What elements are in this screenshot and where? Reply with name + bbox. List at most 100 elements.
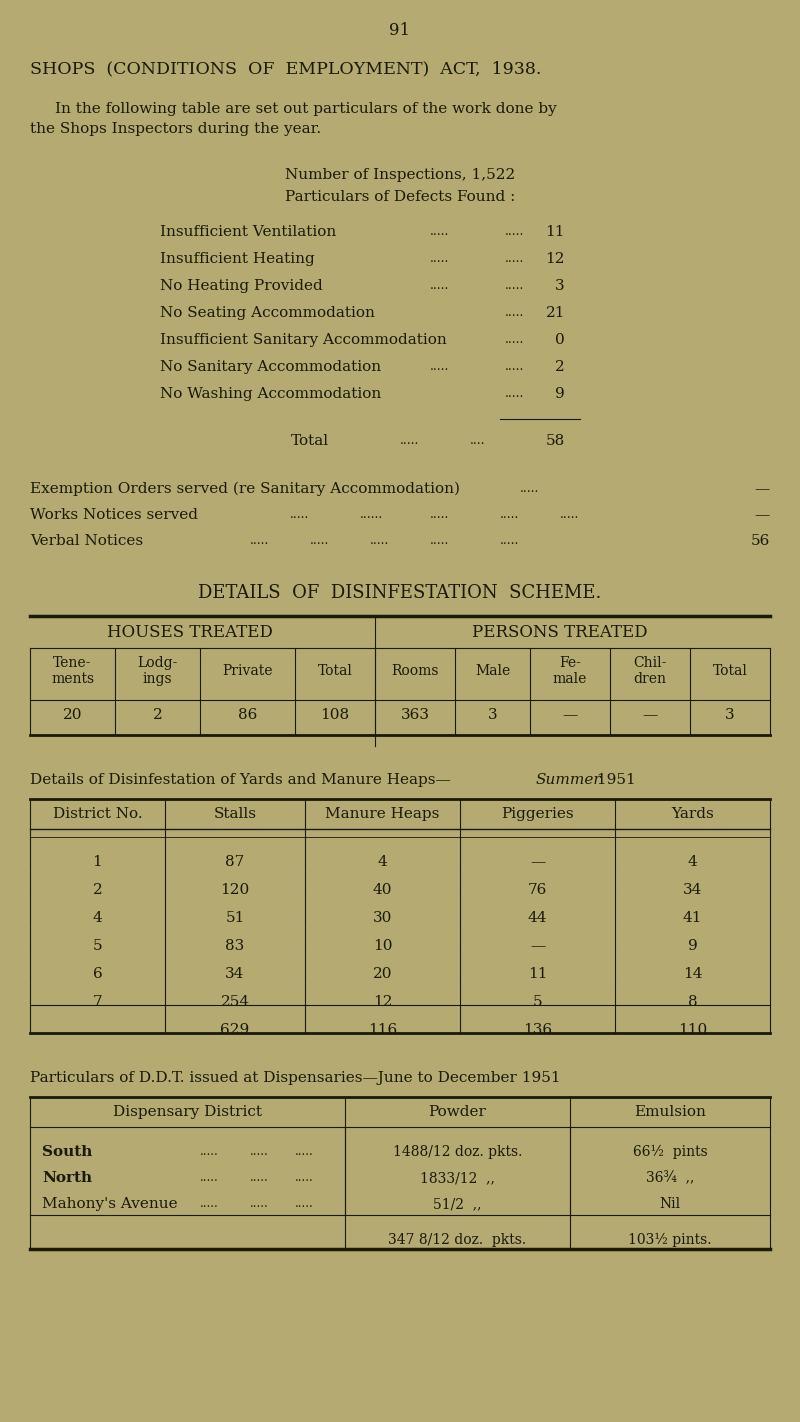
Text: 34: 34 [683, 883, 702, 897]
Text: Insufficient Sanitary Accommodation: Insufficient Sanitary Accommodation [160, 333, 446, 347]
Text: .....: ..... [250, 535, 270, 547]
Text: HOUSES TREATED: HOUSES TREATED [107, 624, 273, 641]
Text: .....: ..... [430, 279, 450, 292]
Text: Dispensary District: Dispensary District [113, 1105, 262, 1119]
Text: .....: ..... [200, 1197, 218, 1210]
Text: .....: ..... [505, 279, 524, 292]
Text: District No.: District No. [53, 808, 142, 820]
Text: .....: ..... [400, 434, 419, 447]
Text: 629: 629 [220, 1022, 250, 1037]
Text: .....: ..... [505, 333, 524, 346]
Text: 6: 6 [93, 967, 102, 981]
Text: 4: 4 [688, 855, 698, 869]
Text: Particulars of Defects Found :: Particulars of Defects Found : [285, 191, 515, 203]
Text: 3: 3 [725, 708, 735, 722]
Text: 1951: 1951 [592, 774, 636, 786]
Text: 86: 86 [238, 708, 257, 722]
Text: Private: Private [222, 664, 273, 678]
Text: —: — [642, 708, 658, 722]
Text: 11: 11 [528, 967, 547, 981]
Text: 11: 11 [546, 225, 565, 239]
Text: Insufficient Heating: Insufficient Heating [160, 252, 314, 266]
Text: 51/2  ,,: 51/2 ,, [434, 1197, 482, 1212]
Text: .....: ..... [295, 1197, 314, 1210]
Text: .....: ..... [290, 508, 310, 520]
Text: 3: 3 [488, 708, 498, 722]
Text: 8: 8 [688, 995, 698, 1010]
Text: 254: 254 [221, 995, 250, 1010]
Text: Stalls: Stalls [214, 808, 257, 820]
Text: .....: ..... [505, 306, 524, 319]
Text: Details of Disinfestation of Yards and Manure Heaps—: Details of Disinfestation of Yards and M… [30, 774, 450, 786]
Text: Particulars of D.D.T. issued at Dispensaries—June to December 1951: Particulars of D.D.T. issued at Dispensa… [30, 1071, 561, 1085]
Text: 40: 40 [373, 883, 392, 897]
Text: Chil-: Chil- [634, 656, 666, 670]
Text: ....: .... [470, 434, 486, 447]
Text: .....: ..... [500, 535, 519, 547]
Text: 9: 9 [555, 387, 565, 401]
Text: No Sanitary Accommodation: No Sanitary Accommodation [160, 360, 381, 374]
Text: Mahony's Avenue: Mahony's Avenue [42, 1197, 178, 1212]
Text: Verbal Notices: Verbal Notices [30, 535, 143, 547]
Text: No Heating Provided: No Heating Provided [160, 279, 322, 293]
Text: No Seating Accommodation: No Seating Accommodation [160, 306, 375, 320]
Text: PERSONS TREATED: PERSONS TREATED [472, 624, 648, 641]
Text: Manure Heaps: Manure Heaps [326, 808, 440, 820]
Text: 0: 0 [555, 333, 565, 347]
Text: ings: ings [142, 673, 172, 685]
Text: —: — [562, 708, 578, 722]
Text: 12: 12 [546, 252, 565, 266]
Text: .....: ..... [505, 360, 524, 373]
Text: .....: ..... [520, 482, 539, 495]
Text: 4: 4 [93, 912, 102, 924]
Text: Number of Inspections, 1,522: Number of Inspections, 1,522 [285, 168, 515, 182]
Text: No Washing Accommodation: No Washing Accommodation [160, 387, 382, 401]
Text: .....: ..... [310, 535, 330, 547]
Text: 2: 2 [93, 883, 102, 897]
Text: 1488/12 doz. pkts.: 1488/12 doz. pkts. [393, 1145, 522, 1159]
Text: 21: 21 [546, 306, 565, 320]
Text: male: male [553, 673, 587, 685]
Text: Nil: Nil [659, 1197, 681, 1212]
Text: ments: ments [51, 673, 94, 685]
Text: Total: Total [318, 664, 353, 678]
Text: the Shops Inspectors during the year.: the Shops Inspectors during the year. [30, 122, 321, 137]
Text: 103½ pints.: 103½ pints. [628, 1233, 712, 1247]
Text: DETAILS  OF  DISINFESTATION  SCHEME.: DETAILS OF DISINFESTATION SCHEME. [198, 584, 602, 602]
Text: .....: ..... [200, 1170, 218, 1185]
Text: 36¾  ,,: 36¾ ,, [646, 1170, 694, 1185]
Text: .....: ..... [430, 508, 450, 520]
Text: 91: 91 [390, 21, 410, 38]
Text: SHOPS  (CONDITIONS  OF  EMPLOYMENT)  ACT,  1938.: SHOPS (CONDITIONS OF EMPLOYMENT) ACT, 19… [30, 60, 542, 77]
Text: 120: 120 [220, 883, 250, 897]
Text: 83: 83 [226, 939, 245, 953]
Text: —: — [530, 855, 545, 869]
Text: 20: 20 [373, 967, 392, 981]
Text: Summer: Summer [536, 774, 602, 786]
Text: Powder: Powder [429, 1105, 486, 1119]
Text: .....: ..... [370, 535, 390, 547]
Text: Emulsion: Emulsion [634, 1105, 706, 1119]
Text: 58: 58 [546, 434, 565, 448]
Text: Total: Total [713, 664, 747, 678]
Text: Works Notices served: Works Notices served [30, 508, 198, 522]
Text: 9: 9 [688, 939, 698, 953]
Text: Fe-: Fe- [559, 656, 581, 670]
Text: 30: 30 [373, 912, 392, 924]
Text: .....: ..... [250, 1170, 269, 1185]
Text: 87: 87 [226, 855, 245, 869]
Text: 5: 5 [93, 939, 102, 953]
Text: South: South [42, 1145, 92, 1159]
Text: .....: ..... [500, 508, 519, 520]
Text: .....: ..... [505, 387, 524, 400]
Text: .....: ..... [560, 508, 579, 520]
Text: Rooms: Rooms [391, 664, 438, 678]
Text: In the following table are set out particulars of the work done by: In the following table are set out parti… [55, 102, 557, 117]
Text: 7: 7 [93, 995, 102, 1010]
Text: 1833/12  ,,: 1833/12 ,, [420, 1170, 495, 1185]
Text: .....: ..... [430, 225, 450, 237]
Text: —: — [754, 482, 770, 496]
Text: 20: 20 [62, 708, 82, 722]
Text: 3: 3 [555, 279, 565, 293]
Text: 347 8/12 doz.  pkts.: 347 8/12 doz. pkts. [389, 1233, 526, 1247]
